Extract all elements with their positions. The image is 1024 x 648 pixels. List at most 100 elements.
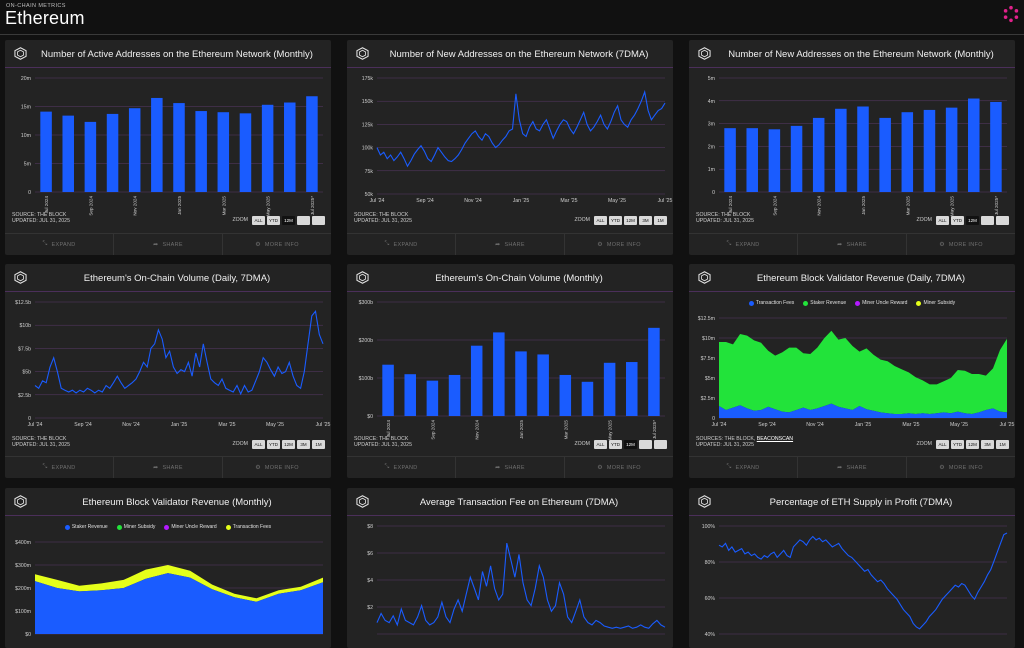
bar[interactable] bbox=[857, 106, 869, 193]
chart-plot[interactable]: 0 $2.5m $5m $7.5m $10m $12.5m Jul '24 Sep '24 No… bbox=[689, 292, 1015, 452]
zoom-button[interactable]: 12M bbox=[282, 439, 295, 449]
legend-item[interactable]: Miner Subsidy bbox=[116, 524, 155, 530]
series-line[interactable] bbox=[376, 542, 666, 629]
bar[interactable] bbox=[559, 374, 572, 416]
bar[interactable] bbox=[284, 102, 296, 192]
bar[interactable] bbox=[812, 117, 825, 192]
legend-item[interactable]: Miner Uncle Reward bbox=[855, 300, 907, 306]
bar[interactable] bbox=[648, 327, 660, 416]
zoom-button[interactable] bbox=[981, 215, 994, 225]
bar[interactable] bbox=[173, 103, 185, 192]
zoom-button[interactable]: 3M bbox=[639, 215, 652, 225]
legend-item[interactable]: Staker Revenue bbox=[64, 524, 108, 530]
more-info-button[interactable]: ⚙ MORE INFO bbox=[907, 457, 1015, 478]
zoom-button[interactable]: ALL bbox=[252, 439, 265, 449]
zoom-button[interactable] bbox=[639, 439, 652, 449]
legend-item[interactable]: Miner Subsidy bbox=[916, 300, 955, 306]
bar[interactable] bbox=[84, 121, 97, 192]
zoom-button[interactable]: ALL bbox=[936, 439, 949, 449]
bar[interactable] bbox=[901, 112, 914, 192]
more-info-button[interactable]: ⚙ MORE INFO bbox=[565, 234, 673, 255]
bar[interactable] bbox=[945, 107, 958, 192]
bar[interactable] bbox=[790, 125, 803, 192]
bar[interactable] bbox=[968, 98, 980, 192]
zoom-button[interactable]: 1M bbox=[996, 439, 1009, 449]
bar[interactable] bbox=[923, 109, 936, 192]
bar[interactable] bbox=[493, 332, 505, 416]
series-line[interactable] bbox=[376, 89, 666, 168]
share-button[interactable]: ➦ SHARE bbox=[114, 234, 223, 255]
share-button[interactable]: ➦ SHARE bbox=[456, 457, 565, 478]
more-info-button[interactable]: ⚙ MORE INFO bbox=[907, 234, 1015, 255]
zoom-button[interactable]: 1M bbox=[654, 215, 667, 225]
zoom-button[interactable] bbox=[297, 215, 310, 225]
zoom-button[interactable]: YTD bbox=[267, 215, 280, 225]
bar[interactable] bbox=[626, 362, 638, 416]
bar[interactable] bbox=[581, 381, 594, 416]
chart-plot[interactable]: 0 $2.5b $5b $7.5b $10b $12.5b Jul '24 Sep '24 No… bbox=[5, 292, 331, 452]
bar[interactable] bbox=[40, 111, 52, 192]
bar[interactable] bbox=[261, 104, 274, 192]
area-series-top[interactable] bbox=[35, 565, 323, 602]
zoom-button[interactable]: YTD bbox=[609, 215, 622, 225]
expand-button[interactable]: ⤡ EXPAND bbox=[689, 234, 798, 255]
bar[interactable] bbox=[835, 108, 847, 192]
legend-item[interactable]: Transaction Fees bbox=[225, 524, 271, 530]
bar[interactable] bbox=[879, 117, 891, 192]
bar[interactable] bbox=[768, 129, 781, 192]
zoom-button[interactable]: 12M bbox=[282, 215, 295, 225]
zoom-button[interactable] bbox=[996, 215, 1009, 225]
zoom-button[interactable]: YTD bbox=[951, 215, 964, 225]
bar[interactable] bbox=[151, 97, 163, 192]
zoom-button[interactable]: ALL bbox=[594, 439, 607, 449]
bar[interactable] bbox=[537, 354, 549, 416]
bar[interactable] bbox=[990, 101, 1002, 192]
share-button[interactable]: ➦ SHARE bbox=[456, 234, 565, 255]
more-info-button[interactable]: ⚙ MORE INFO bbox=[565, 457, 673, 478]
zoom-button[interactable]: ALL bbox=[252, 215, 265, 225]
zoom-button[interactable]: ALL bbox=[936, 215, 949, 225]
expand-button[interactable]: ⤡ EXPAND bbox=[689, 457, 798, 478]
zoom-button[interactable]: YTD bbox=[951, 439, 964, 449]
zoom-button[interactable]: 12M bbox=[624, 215, 637, 225]
chart-plot[interactable]: 40% 60% 80% 100% bbox=[689, 516, 1015, 648]
area-series-top[interactable] bbox=[719, 330, 1007, 414]
zoom-button[interactable]: YTD bbox=[267, 439, 280, 449]
bar[interactable] bbox=[195, 111, 207, 192]
zoom-button[interactable]: 12M bbox=[966, 439, 979, 449]
zoom-button[interactable]: 1M bbox=[312, 439, 325, 449]
zoom-button[interactable]: YTD bbox=[609, 439, 622, 449]
bar[interactable] bbox=[382, 364, 394, 416]
legend-item[interactable]: Staker Revenue bbox=[803, 300, 846, 306]
bar[interactable] bbox=[470, 345, 483, 416]
chart-plot[interactable]: $2 $4 $6 $8 bbox=[347, 516, 673, 648]
bar[interactable] bbox=[746, 128, 758, 192]
zoom-button[interactable] bbox=[654, 439, 667, 449]
more-info-button[interactable]: ⚙ MORE INFO bbox=[223, 457, 331, 478]
bar[interactable] bbox=[426, 380, 439, 416]
bar[interactable] bbox=[128, 108, 141, 192]
bar[interactable] bbox=[404, 374, 416, 416]
series-line[interactable] bbox=[718, 532, 1008, 630]
bar[interactable] bbox=[106, 113, 119, 192]
zoom-button[interactable]: 12M bbox=[624, 439, 637, 449]
share-button[interactable]: ➦ SHARE bbox=[798, 234, 907, 255]
bar[interactable] bbox=[217, 112, 230, 192]
series-line[interactable] bbox=[34, 309, 324, 396]
legend-item[interactable]: Transaction Fees bbox=[748, 300, 794, 306]
chart-plot[interactable]: $0 $100m $200m $300m $400m bbox=[5, 516, 331, 648]
chart-plot[interactable]: 50k 75k 100k 125k 150k 175k Jul '24 Sep '24 Nov … bbox=[347, 68, 673, 228]
chart-plot[interactable]: 0 1m 2m 3m 4m 5m Jul 2024 Sep 2024 Nov 2024 Jan 2… bbox=[689, 68, 1015, 228]
bar[interactable] bbox=[62, 115, 74, 192]
zoom-button[interactable]: 3M bbox=[981, 439, 994, 449]
legend-item[interactable]: Miner Uncle Reward bbox=[164, 524, 217, 530]
expand-button[interactable]: ⤡ EXPAND bbox=[347, 234, 456, 255]
bar[interactable] bbox=[603, 362, 616, 416]
share-button[interactable]: ➦ SHARE bbox=[798, 457, 907, 478]
expand-button[interactable]: ⤡ EXPAND bbox=[5, 457, 114, 478]
expand-button[interactable]: ⤡ EXPAND bbox=[347, 457, 456, 478]
zoom-button[interactable]: ALL bbox=[594, 215, 607, 225]
zoom-button[interactable] bbox=[312, 215, 325, 225]
expand-button[interactable]: ⤡ EXPAND bbox=[5, 234, 114, 255]
bar[interactable] bbox=[306, 96, 318, 192]
